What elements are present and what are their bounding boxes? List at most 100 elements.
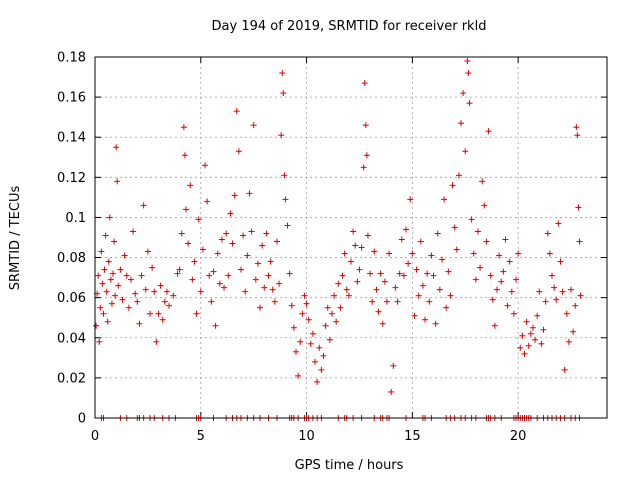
y-tick-label: 0.1	[65, 211, 86, 226]
data-point	[472, 276, 479, 283]
data-point	[246, 190, 253, 197]
data-point	[498, 278, 505, 285]
data-point	[430, 272, 437, 279]
data-point	[508, 288, 515, 295]
data-point	[301, 292, 308, 299]
data-point	[381, 278, 388, 285]
data-point	[121, 252, 128, 259]
data-point	[153, 338, 160, 345]
data-point	[106, 214, 113, 221]
data-point	[574, 132, 581, 139]
data-point	[125, 304, 132, 311]
data-point	[252, 276, 259, 283]
y-tick-label: 0.02	[57, 371, 86, 386]
data-point	[521, 350, 528, 357]
data-point	[271, 298, 278, 305]
data-point	[136, 320, 143, 327]
data-point	[166, 302, 173, 309]
data-point	[227, 210, 234, 217]
data-point	[451, 224, 458, 231]
data-point	[180, 124, 187, 131]
data-point	[534, 312, 541, 319]
data-point	[434, 230, 441, 237]
data-point	[335, 280, 342, 287]
y-tick-label: 0.12	[57, 171, 86, 186]
data-point	[223, 230, 230, 237]
data-point	[466, 100, 473, 107]
data-point	[259, 242, 266, 249]
data-point	[130, 228, 137, 235]
data-point	[254, 260, 261, 267]
data-point	[470, 250, 477, 257]
data-point	[438, 256, 445, 263]
data-point	[396, 270, 403, 277]
data-point	[163, 288, 170, 295]
data-point	[523, 318, 530, 325]
data-point	[572, 302, 579, 309]
data-point	[244, 252, 251, 259]
data-point	[189, 276, 196, 283]
data-point	[182, 206, 189, 213]
data-point	[422, 316, 429, 323]
data-point	[97, 304, 104, 311]
data-point	[403, 226, 410, 233]
data-point	[379, 320, 386, 327]
y-tick-label: 0	[78, 412, 86, 427]
data-point	[415, 292, 422, 299]
data-point	[181, 152, 188, 159]
data-point	[339, 272, 346, 279]
data-point	[307, 340, 314, 347]
data-point	[240, 232, 247, 239]
data-point	[343, 286, 350, 293]
data-point	[481, 202, 488, 209]
data-point	[225, 272, 232, 279]
data-point	[109, 270, 116, 277]
data-point	[273, 238, 280, 245]
data-point	[147, 310, 154, 317]
data-point	[187, 182, 194, 189]
data-point	[464, 58, 471, 65]
data-point	[477, 264, 484, 271]
data-point	[208, 298, 215, 305]
data-point	[314, 378, 321, 385]
y-tick-label: 0.14	[57, 131, 86, 146]
data-point	[170, 292, 177, 299]
data-point	[538, 340, 545, 347]
data-point	[561, 366, 568, 373]
x-tick-label: 15	[404, 429, 421, 444]
data-point	[322, 322, 329, 329]
data-point	[197, 288, 204, 295]
data-point	[375, 308, 382, 315]
data-point	[360, 164, 367, 171]
data-point	[123, 272, 130, 279]
data-point	[318, 366, 325, 373]
data-point	[114, 178, 121, 185]
data-point	[127, 276, 134, 283]
chart-title: Day 194 of 2019, SRMTID for receiver rkl…	[212, 19, 487, 34]
data-point	[367, 270, 374, 277]
data-point	[280, 90, 287, 97]
data-point	[465, 70, 472, 77]
data-point	[284, 222, 291, 229]
data-point	[553, 296, 560, 303]
data-point	[407, 196, 414, 203]
data-point	[155, 310, 162, 317]
data-point	[576, 238, 583, 245]
y-axis-label: SRMTID / TECUs	[8, 186, 23, 291]
data-point	[424, 270, 431, 277]
data-point	[312, 358, 319, 365]
data-point	[218, 236, 225, 243]
data-point	[331, 292, 338, 299]
data-point	[515, 250, 522, 257]
data-point	[358, 244, 365, 251]
data-point	[398, 236, 405, 243]
data-point	[383, 298, 390, 305]
data-point	[504, 302, 511, 309]
data-point	[546, 250, 553, 257]
data-point	[377, 270, 384, 277]
data-point	[485, 128, 492, 135]
data-point	[288, 302, 295, 309]
data-point	[502, 236, 509, 243]
data-point	[445, 268, 452, 275]
data-point	[282, 196, 289, 203]
